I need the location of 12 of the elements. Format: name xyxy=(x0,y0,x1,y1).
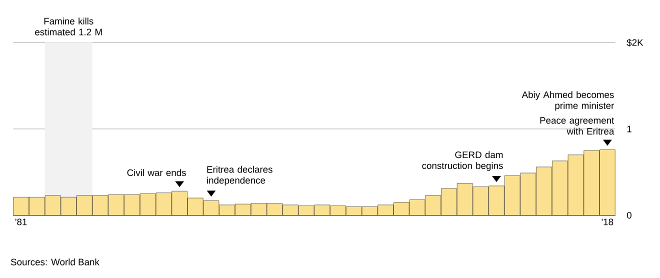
annotation: Peace agreement with Eritrea xyxy=(540,117,614,135)
y-tick-label: $2K xyxy=(626,38,644,47)
annotation: Eritrea declares independence xyxy=(207,166,272,186)
band-label: Famine kills estimated 1.2 M xyxy=(35,18,102,36)
annotation: Abiy Ahmed becomes prime minister xyxy=(522,91,614,111)
source-note: Sources: World Bank xyxy=(10,258,100,266)
y-tick-label: 1 xyxy=(627,126,632,132)
annotation: Civil war ends xyxy=(127,169,186,176)
y-tick-label: 0 xyxy=(626,212,632,219)
x-tick-label: '18 xyxy=(602,218,614,226)
x-tick-label: '81 xyxy=(15,218,27,226)
annotation: GERD dam construction begins xyxy=(422,151,503,171)
